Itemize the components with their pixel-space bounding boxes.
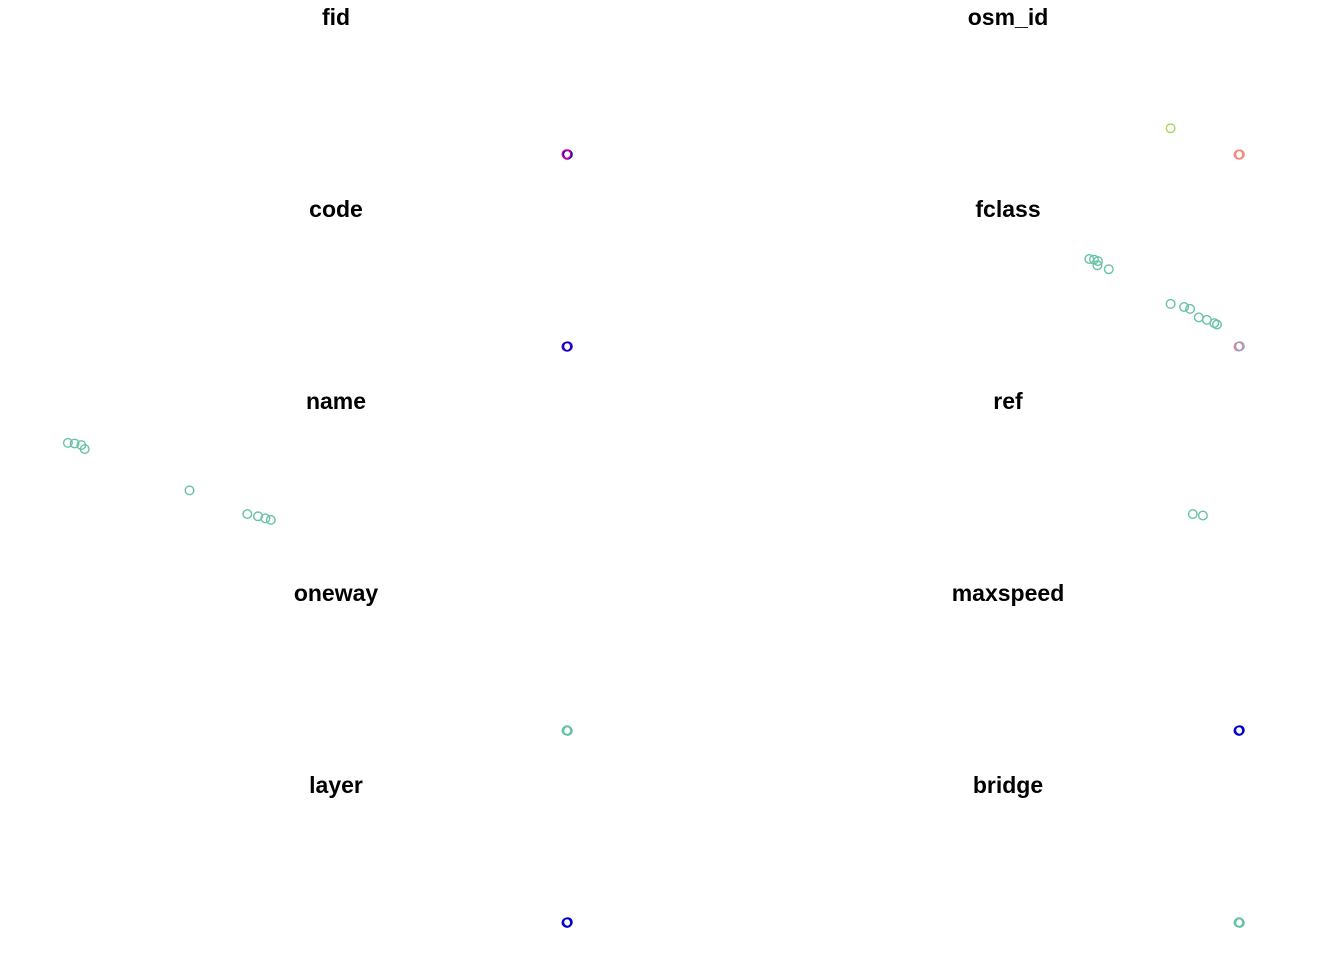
panel-plot-area (62, 437, 276, 525)
panel-name: name (0, 384, 672, 576)
data-point (1212, 319, 1223, 330)
data-point (265, 514, 276, 525)
data-point (1092, 260, 1103, 271)
panel-title: layer (309, 772, 363, 798)
panel-plot-area (1233, 725, 1245, 736)
panel-plot-area (1187, 508, 1208, 521)
panel-plot-area (1084, 254, 1245, 352)
panel-bridge: bridge (672, 768, 1344, 960)
data-point (1193, 312, 1204, 323)
data-point (1234, 341, 1245, 352)
data-point (562, 917, 573, 928)
data-point (1165, 123, 1176, 134)
data-point (260, 513, 271, 524)
data-point (1234, 917, 1245, 928)
panel-title: code (309, 196, 363, 222)
panel-title: maxspeed (951, 580, 1065, 606)
data-point (1234, 725, 1245, 736)
panel-title: fid (321, 4, 351, 30)
panel-plot-area (561, 341, 573, 352)
data-point (62, 437, 73, 448)
data-point (1093, 256, 1104, 267)
panel-maxspeed: maxspeed (672, 576, 1344, 768)
panel-plot-area (561, 917, 573, 928)
data-point (1103, 264, 1114, 275)
panel-plot-area (1233, 917, 1245, 928)
data-point (242, 508, 253, 519)
panel-plot-area (1165, 123, 1245, 160)
data-point (252, 511, 263, 522)
panel-title: fclass (975, 196, 1041, 222)
panel-plot-area (561, 725, 573, 736)
data-point (184, 485, 195, 496)
panel-layer: layer (0, 768, 672, 960)
data-point (79, 444, 90, 455)
panel-oneway: oneway (0, 576, 672, 768)
panel-fclass: fclass (672, 192, 1344, 384)
data-point (562, 725, 573, 736)
panel-title: ref (993, 388, 1023, 414)
data-point (1197, 510, 1208, 521)
data-point (561, 149, 572, 160)
data-point (1179, 301, 1190, 312)
panel-title: name (305, 388, 367, 414)
panel-title: oneway (293, 580, 379, 606)
panel-plot-area (561, 149, 573, 160)
panel-ref: ref (672, 384, 1344, 576)
panel-code: code (0, 192, 672, 384)
panel-osm_id: osm_id (672, 0, 1344, 192)
data-point (69, 438, 80, 449)
data-point (1234, 149, 1245, 160)
panel-fid: fid (0, 0, 672, 192)
data-point (562, 341, 573, 352)
data-point (1165, 298, 1176, 309)
data-point (1187, 508, 1198, 519)
panel-title: bridge (972, 772, 1044, 798)
data-point (1185, 303, 1196, 314)
panel-title: osm_id (967, 4, 1049, 30)
